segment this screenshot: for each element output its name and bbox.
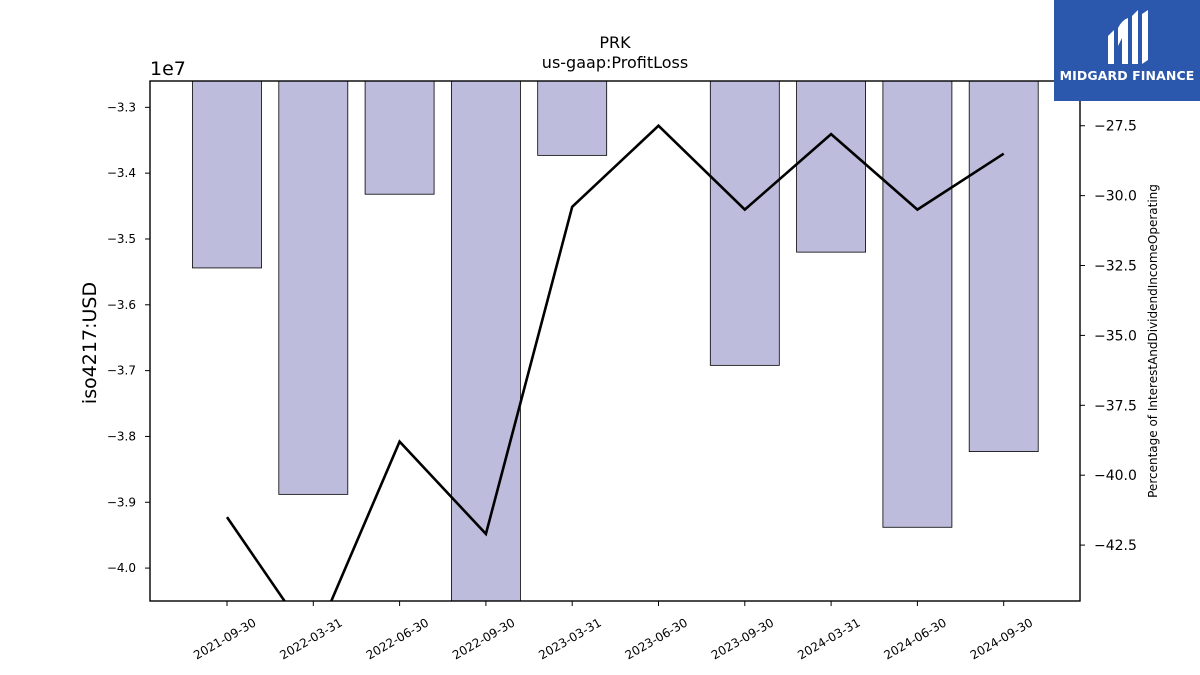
chart-subtitle: us-gaap:ProfitLoss: [542, 53, 688, 72]
y-axis-label: iso4217:USD: [79, 282, 101, 404]
bar: [278, 80, 349, 495]
x-tick-label: 2024-06-30: [881, 615, 948, 662]
y-tick-label: −3.9: [107, 495, 136, 509]
x-tick-label: 2023-06-30: [623, 615, 690, 662]
bar: [796, 80, 866, 253]
bar: [882, 80, 953, 528]
y-tick-label: −3.8: [107, 429, 136, 443]
line-path: [225, 123, 1005, 601]
x-tick-label: 2024-09-30: [968, 615, 1035, 662]
x-tick-label: 2022-06-30: [364, 615, 431, 662]
bar: [364, 80, 435, 195]
y-tick-label: −4.0: [107, 561, 136, 575]
y-tick-label: −3.6: [107, 298, 136, 312]
y-tick-label: −3.7: [107, 364, 136, 378]
bar-series: [192, 80, 1039, 602]
bar: [709, 80, 780, 366]
bar: [537, 80, 608, 156]
y2-tick-label: −40.0: [1094, 468, 1137, 484]
logo-text: MIDGARD FINANCE: [1059, 68, 1195, 83]
bar: [450, 80, 521, 602]
y2-tick-label: −35.0: [1094, 328, 1137, 344]
y2-tick-label: −30.0: [1094, 189, 1137, 205]
logo-mark-icon: [1108, 10, 1148, 64]
bar: [968, 80, 1039, 452]
x-tick-label: 2023-03-31: [536, 615, 603, 662]
y2-tick-label: −42.5: [1094, 538, 1137, 554]
plot-frame: [149, 80, 1081, 602]
x-tick-label: 2021-09-30: [191, 615, 258, 662]
y2-axis-label: Percentage of InterestAndDividendIncomeO…: [1146, 184, 1160, 498]
midgard-finance-logo: MIDGARD FINANCE: [1054, 0, 1200, 101]
bar: [192, 80, 262, 269]
x-tick-label: 2023-09-30: [709, 615, 776, 662]
y-tick-label: −3.3: [107, 100, 136, 114]
y-tick-label: −3.5: [107, 232, 136, 246]
line-series: [225, 123, 1005, 601]
chart-title: PRK: [599, 33, 631, 52]
x-tick-label: 2022-03-31: [277, 615, 344, 662]
y-offset-label: 1e7: [150, 58, 186, 80]
y2-tick-label: −32.5: [1094, 259, 1137, 275]
y2-tick-label: −37.5: [1094, 398, 1137, 414]
y-tick-label: −3.4: [107, 166, 136, 180]
x-tick-label: 2024-03-31: [795, 615, 862, 662]
x-tick-label: 2022-09-30: [450, 615, 517, 662]
y2-tick-label: −27.5: [1094, 119, 1137, 135]
